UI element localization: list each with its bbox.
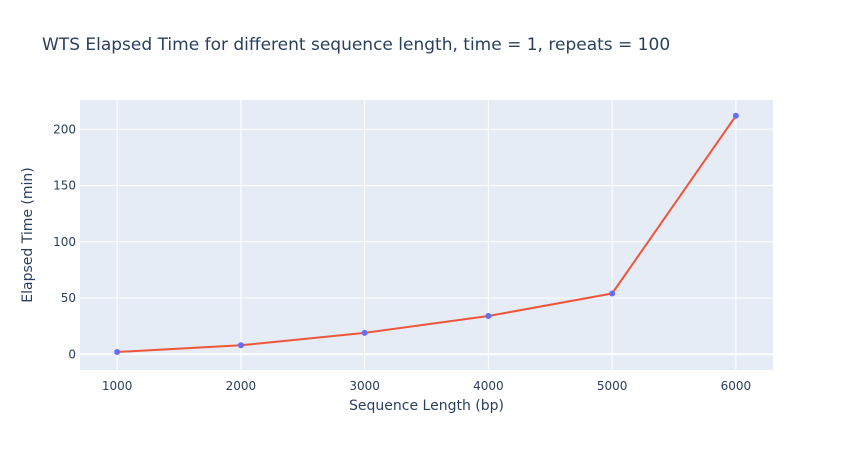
data-point xyxy=(361,329,368,336)
y-tick-label: 100 xyxy=(53,235,76,249)
series-line xyxy=(117,115,737,353)
series xyxy=(114,112,739,355)
y-tick-labels: 0 50 100 150 200 xyxy=(53,122,76,361)
x-tick-label: 1000 xyxy=(102,379,133,393)
plot-area xyxy=(80,100,773,370)
y-tick-label: 150 xyxy=(53,179,76,193)
y-tick-label: 200 xyxy=(53,122,76,136)
data-point xyxy=(485,313,492,319)
x-tick-label: 3000 xyxy=(349,379,380,393)
data-point xyxy=(609,290,616,297)
y-axis-title: Elapsed Time (min) xyxy=(20,167,36,302)
x-tick-label: 4000 xyxy=(473,379,504,393)
x-tick-label: 6000 xyxy=(721,379,752,393)
grid-lines xyxy=(80,100,773,370)
y-tick-label: 50 xyxy=(61,291,76,305)
x-tick-labels: 1000 2000 3000 4000 5000 6000 xyxy=(102,379,751,393)
data-point xyxy=(114,349,121,355)
data-point xyxy=(237,342,244,349)
y-tick-label: 0 xyxy=(68,347,76,361)
chart-title: WTS Elapsed Time for different sequence … xyxy=(42,35,670,55)
x-tick-label: 5000 xyxy=(597,379,628,393)
data-point xyxy=(732,112,739,119)
x-axis-title: Sequence Length (bp) xyxy=(349,398,504,414)
x-tick-label: 2000 xyxy=(226,379,257,393)
